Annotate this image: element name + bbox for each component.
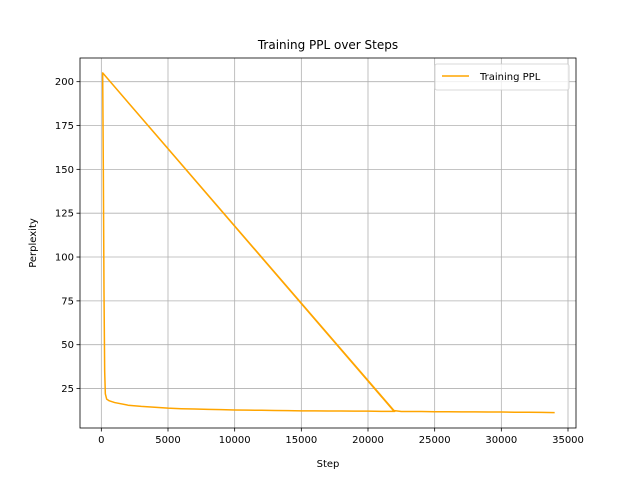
grid bbox=[80, 58, 576, 428]
y-tick-label: 125 bbox=[55, 209, 74, 220]
y-tick-label: 75 bbox=[61, 296, 74, 307]
x-tick-label: 10000 bbox=[219, 435, 251, 446]
x-tick-label: 25000 bbox=[419, 435, 451, 446]
y-tick-label: 175 bbox=[55, 121, 74, 132]
x-axis-label: Step bbox=[317, 459, 340, 470]
x-tick-label: 0 bbox=[98, 435, 104, 446]
y-axis-label: Perplexity bbox=[28, 218, 39, 268]
axes-frame bbox=[79, 57, 577, 429]
y-tick-label: 25 bbox=[61, 384, 74, 395]
legend: Training PPL bbox=[434, 63, 570, 91]
x-axis-ticks: 0 5000 10000 15000 20000 25000 30000 35000 bbox=[98, 428, 584, 446]
series-layer bbox=[101, 72, 555, 414]
x-tick-label: 20000 bbox=[352, 435, 384, 446]
x-tick-label: 30000 bbox=[485, 435, 517, 446]
chart-title: Training PPL over Steps bbox=[257, 38, 398, 52]
y-axis-ticks: 25 50 75 100 125 150 175 200 bbox=[55, 77, 80, 395]
legend-label: Training PPL bbox=[479, 72, 541, 83]
y-tick-label: 100 bbox=[55, 253, 74, 264]
x-tick-label: 35000 bbox=[552, 435, 584, 446]
y-tick-label: 50 bbox=[61, 340, 74, 351]
series-line-0 bbox=[101, 72, 555, 414]
y-tick-label: 200 bbox=[55, 77, 74, 88]
y-tick-label: 150 bbox=[55, 165, 74, 176]
legend-box bbox=[434, 63, 570, 91]
x-tick-label: 15000 bbox=[285, 435, 317, 446]
x-tick-label: 5000 bbox=[155, 435, 180, 446]
